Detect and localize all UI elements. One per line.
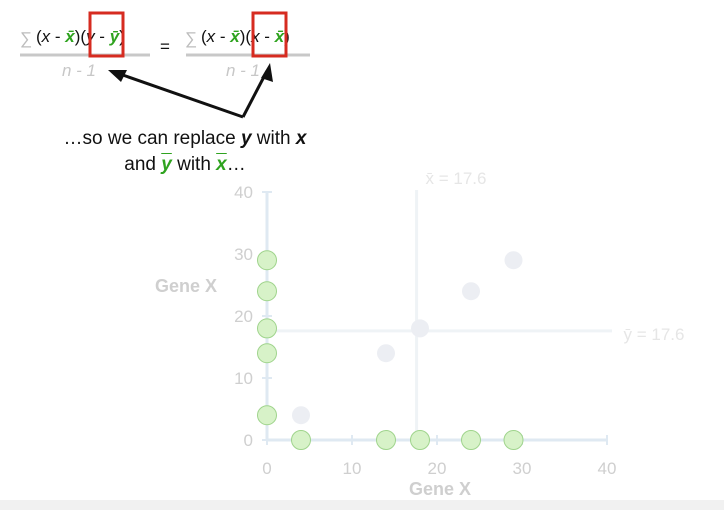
axis-points (257, 250, 524, 450)
x-tick-label: 30 (513, 459, 532, 478)
y-axis-data-point (257, 250, 277, 271)
arrow-head-right-icon (261, 63, 273, 82)
x-axis-label: Gene X (409, 479, 471, 499)
x-axis-data-point (461, 430, 481, 450)
left-denominator: n - 1 (62, 61, 96, 80)
x-tick-label: 0 (262, 459, 271, 478)
explanation-caption: …so we can replace y with x and y with x… (0, 126, 370, 178)
y-tick-label: 0 (244, 431, 253, 450)
faded-data-point (504, 251, 523, 270)
y-axis-data-point (257, 343, 277, 364)
x-tick-label: 40 (598, 459, 617, 478)
y-axis-data-point (257, 405, 277, 426)
arrow-head-left-icon (108, 70, 127, 82)
faded-points (292, 251, 523, 425)
equals-sign: = (160, 37, 170, 56)
y-tick-label: 30 (234, 245, 253, 264)
y-axis-data-point (257, 318, 277, 339)
faded-data-point (292, 406, 310, 425)
x-axis-data-point (291, 430, 311, 450)
x-axis-data-point (410, 430, 430, 450)
y-tick-label: 10 (234, 369, 253, 388)
mean-lines (267, 190, 612, 440)
tick-labels: 0 10 20 30 40 0 10 20 30 40 (234, 183, 616, 478)
x-tick-label: 20 (428, 459, 447, 478)
y-tick-label: 20 (234, 307, 253, 326)
left-numerator: (x - x̄)(y - ȳ) (36, 27, 125, 46)
mean-y-label: ȳ = 17.6 (624, 325, 685, 344)
caption-line-1: …so we can replace y with x (63, 128, 307, 149)
faded-data-point (377, 344, 395, 363)
sigma-left: ∑ (20, 29, 32, 48)
highlight-box-y (88, 11, 125, 58)
covariance-formula: ∑ (x - x̄)(y - ȳ) n - 1 = ∑ (x - x̄)(x -… (20, 11, 310, 80)
faded-data-point (462, 282, 480, 301)
y-tick-label: 40 (234, 183, 253, 202)
highlight-box-x (251, 11, 288, 58)
y-axis-data-point (257, 281, 277, 302)
chart-axes (262, 191, 608, 445)
arrow-to-left-box (116, 71, 244, 119)
pointer-arrows (108, 63, 273, 119)
mean-x-label: x̄ = 17.6 (426, 169, 487, 188)
caption-line-2: and y with x… (124, 154, 246, 175)
sigma-right: ∑ (185, 29, 197, 48)
scatter-chart: 0 10 20 30 40 0 10 20 30 40 Gene X Gene X x̄ = 17… (155, 169, 685, 499)
y-axis-label: Gene X (155, 276, 217, 296)
right-numerator: (x - x̄)(x - x̄) (201, 27, 290, 46)
bottom-strip (0, 500, 724, 510)
x-axis-data-point (503, 430, 524, 450)
x-tick-label: 10 (343, 459, 362, 478)
faded-data-point (411, 319, 429, 338)
right-denominator: n - 1 (226, 61, 260, 80)
x-axis-data-point (376, 430, 396, 450)
